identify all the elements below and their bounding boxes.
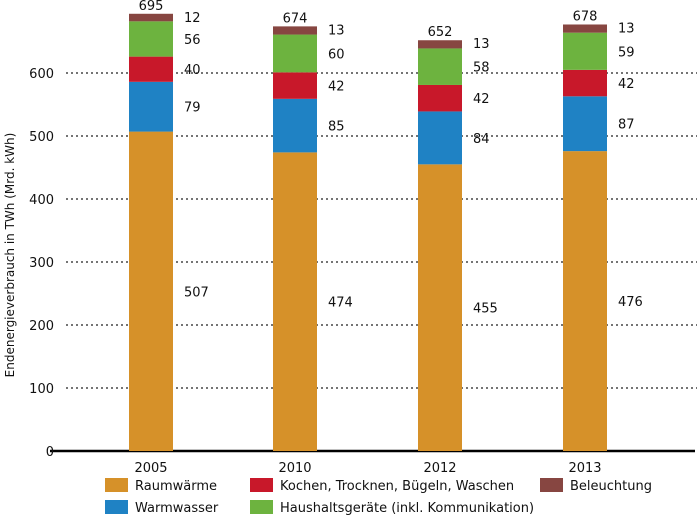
data-label: 507	[184, 285, 209, 300]
bar-segment	[418, 40, 462, 49]
data-label: 13	[473, 37, 490, 52]
bar-segment	[418, 164, 462, 451]
legend-label: Kochen, Trocknen, Bügeln, Waschen	[280, 479, 514, 494]
data-label: 58	[473, 61, 490, 76]
bar-segment	[129, 81, 173, 132]
data-label: 12	[184, 11, 201, 26]
legend-label: Haushaltsgeräte (inkl. Kommunikation)	[280, 501, 534, 516]
bar-segment	[563, 96, 607, 152]
data-label: 455	[473, 302, 498, 317]
bar-segment	[129, 21, 173, 57]
y-tick-label: 300	[29, 256, 54, 271]
data-label: 42	[328, 80, 345, 95]
bar-segment	[273, 98, 317, 153]
y-tick-label: 500	[29, 130, 54, 145]
legend-swatch	[540, 478, 563, 492]
data-label: 84	[473, 132, 490, 147]
data-label: 476	[618, 295, 643, 310]
legend-swatch	[105, 478, 128, 492]
x-tick-label: 2010	[278, 461, 311, 476]
bar-segment	[273, 152, 317, 451]
total-label: 678	[573, 9, 598, 24]
data-label: 13	[328, 23, 345, 38]
x-tick-label: 2005	[134, 461, 167, 476]
bar-segment	[418, 84, 462, 112]
data-label: 13	[618, 21, 635, 36]
data-label: 59	[618, 45, 635, 60]
bar-segment	[273, 26, 317, 35]
data-label: 40	[184, 63, 201, 78]
bar-segment	[563, 32, 607, 70]
bar-segment	[129, 131, 173, 451]
data-label: 79	[184, 101, 201, 116]
bar-segment	[273, 34, 317, 73]
legend-label: Raumwärme	[135, 479, 217, 494]
total-label: 674	[283, 11, 308, 26]
y-tick-label: 400	[29, 193, 54, 208]
y-axis-label: Endenergieverbrauch in TWh (Mrd. kWh)	[3, 133, 17, 378]
x-tick-label: 2013	[568, 461, 601, 476]
legend-swatch	[105, 500, 128, 514]
bar-segment	[129, 13, 173, 22]
bar-segment	[563, 24, 607, 33]
y-tick-label: 600	[29, 67, 54, 82]
data-label: 42	[473, 92, 490, 107]
data-label: 60	[328, 47, 345, 62]
y-tick-label: 100	[29, 382, 54, 397]
bar-segment	[129, 56, 173, 82]
legend-swatch	[250, 478, 273, 492]
bar-segment	[563, 151, 607, 451]
y-tick-label: 0	[46, 445, 54, 460]
x-tick-label: 2012	[423, 461, 456, 476]
total-label: 695	[139, 0, 164, 14]
legend-label: Warmwasser	[135, 501, 219, 516]
data-label: 85	[328, 120, 345, 135]
bar-segment	[563, 69, 607, 97]
y-tick-label: 200	[29, 319, 54, 334]
bar-segment	[418, 48, 462, 85]
data-label: 42	[618, 77, 635, 92]
bar-segment	[418, 111, 462, 165]
data-label: 87	[618, 118, 635, 133]
data-label: 56	[184, 33, 201, 48]
bar-segment	[273, 72, 317, 99]
legend-swatch	[250, 500, 273, 514]
total-label: 652	[428, 25, 453, 40]
legend-label: Beleuchtung	[570, 479, 652, 494]
data-label: 474	[328, 296, 353, 311]
